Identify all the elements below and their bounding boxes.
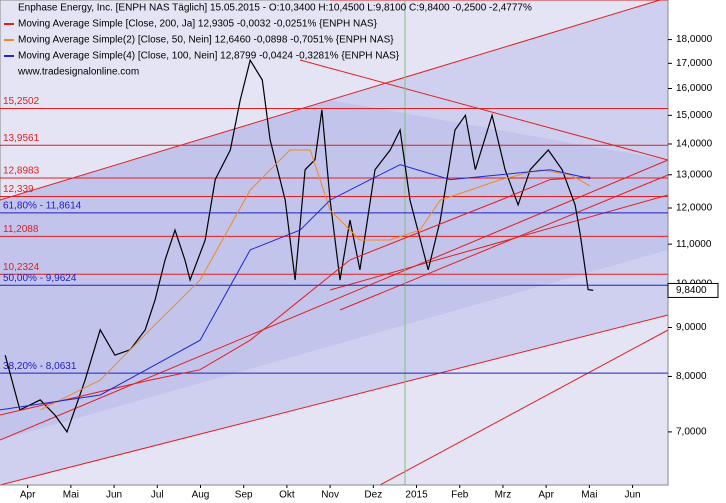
moving-average (0, 164, 591, 411)
legend-label: Moving Average Simple(4) [Close, 100, Ne… (18, 51, 400, 62)
watermark: www.tradesignalonline.com (17, 67, 139, 78)
x-tick-label: Sep (235, 490, 253, 501)
x-tick-label: Jun (625, 490, 641, 501)
y-tick-label: 12,0000 (676, 203, 713, 214)
y-tick-label: 11,0000 (676, 239, 712, 250)
level-label: 50,00% - 9,9624 (3, 273, 77, 284)
level-label: 61,80% - 11,8614 (3, 200, 82, 211)
level-label: 13,9561 (3, 133, 40, 144)
y-tick-label: 9,0000 (676, 322, 707, 333)
y-tick-label: 13,0000 (676, 169, 713, 180)
moving-average (39, 149, 591, 411)
x-tick-label: Okt (279, 490, 295, 501)
level-label: 12,8983 (3, 166, 40, 177)
legend-label: Moving Average Simple(2) [Close, 50, Nei… (18, 35, 394, 46)
y-tick-label: 7,0000 (676, 427, 707, 438)
y-tick-label: 18,0000 (676, 34, 713, 45)
x-tick-label: Jun (106, 490, 122, 501)
last-price-label: 9,8400 (676, 285, 707, 296)
legend-label: Moving Average Simple [Close, 200, Ja] 1… (18, 19, 378, 30)
chart-title: Enphase Energy, Inc. [ENPH NAS Täglich] … (18, 3, 532, 14)
x-tick-label: Jul (151, 490, 164, 501)
x-tick-label: Apr (20, 490, 36, 501)
moving-average (0, 176, 591, 416)
x-tick-label: Nov (321, 490, 339, 501)
level-label: 15,2502 (3, 96, 40, 107)
level-label: 10,2324 (3, 262, 40, 273)
x-tick-label: Mrz (495, 490, 512, 501)
x-tick-label: Mai (63, 490, 79, 501)
y-tick-label: 16,0000 (676, 83, 713, 94)
level-label: 11,2088 (3, 224, 39, 235)
y-tick-label: 17,0000 (676, 58, 713, 69)
x-tick-label: Aug (192, 490, 210, 501)
level-label: 12,339 (3, 184, 34, 195)
y-tick-label: 8,0000 (676, 371, 707, 382)
x-tick-label: Feb (451, 490, 469, 501)
x-tick-label: 2015 (405, 490, 428, 501)
channel-inner (0, 100, 668, 440)
x-tick-label: Dez (364, 490, 382, 501)
last-price-box (667, 282, 719, 298)
trendlines (0, 0, 669, 486)
y-tick-label: 14,0000 (676, 139, 713, 150)
x-tick-label: Mai (581, 490, 597, 501)
x-tick-label: Apr (538, 490, 554, 501)
y-tick-label: 15,0000 (676, 110, 713, 121)
price-line (4, 58, 594, 434)
level-label: 38,20% - 8,0631 (3, 361, 77, 372)
